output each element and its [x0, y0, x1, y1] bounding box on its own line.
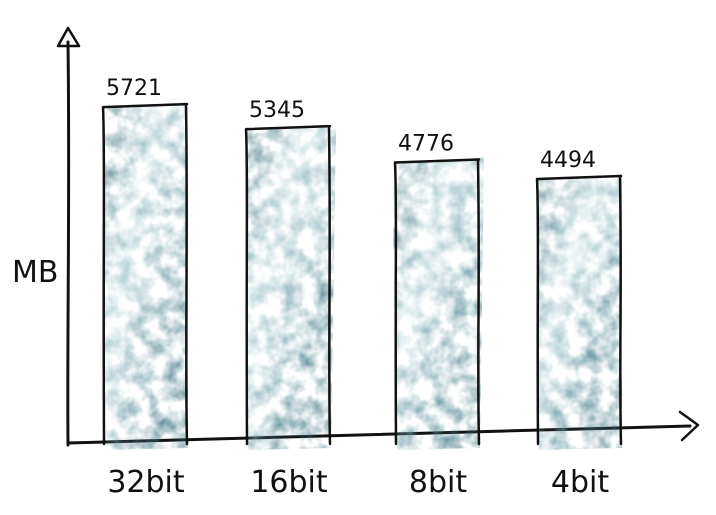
- bar-outline-4bit: [535, 174, 623, 446]
- category-label-16bit: 16bit: [250, 465, 328, 500]
- bar-outline-16bit: [244, 124, 332, 446]
- bar-outline-8bit: [393, 158, 481, 446]
- value-label-16bit: 5345: [249, 98, 305, 123]
- y-axis-line: [66, 40, 71, 447]
- category-label-32bit: 32bit: [107, 465, 185, 500]
- bars-group: [101, 102, 623, 451]
- labels-group: 5721 32bit 5345 16bit 4776 8bit 4494 4bit: [106, 76, 609, 500]
- category-label-8bit: 8bit: [409, 465, 467, 500]
- value-label-8bit: 4776: [398, 131, 454, 156]
- y-axis-arrow: [56, 26, 81, 48]
- bar-32bit: [104, 102, 188, 451]
- x-axis-arrow: [678, 410, 700, 442]
- value-label-4bit: 4494: [540, 148, 596, 173]
- y-axis-label: MB: [12, 255, 58, 290]
- category-label-4bit: 4bit: [551, 465, 609, 500]
- value-label-32bit: 5721: [106, 76, 162, 101]
- bar-8bit: [392, 157, 484, 450]
- bar-outline-32bit: [101, 102, 189, 446]
- bar-4bit: [538, 173, 622, 451]
- bar-16bit: [245, 124, 336, 451]
